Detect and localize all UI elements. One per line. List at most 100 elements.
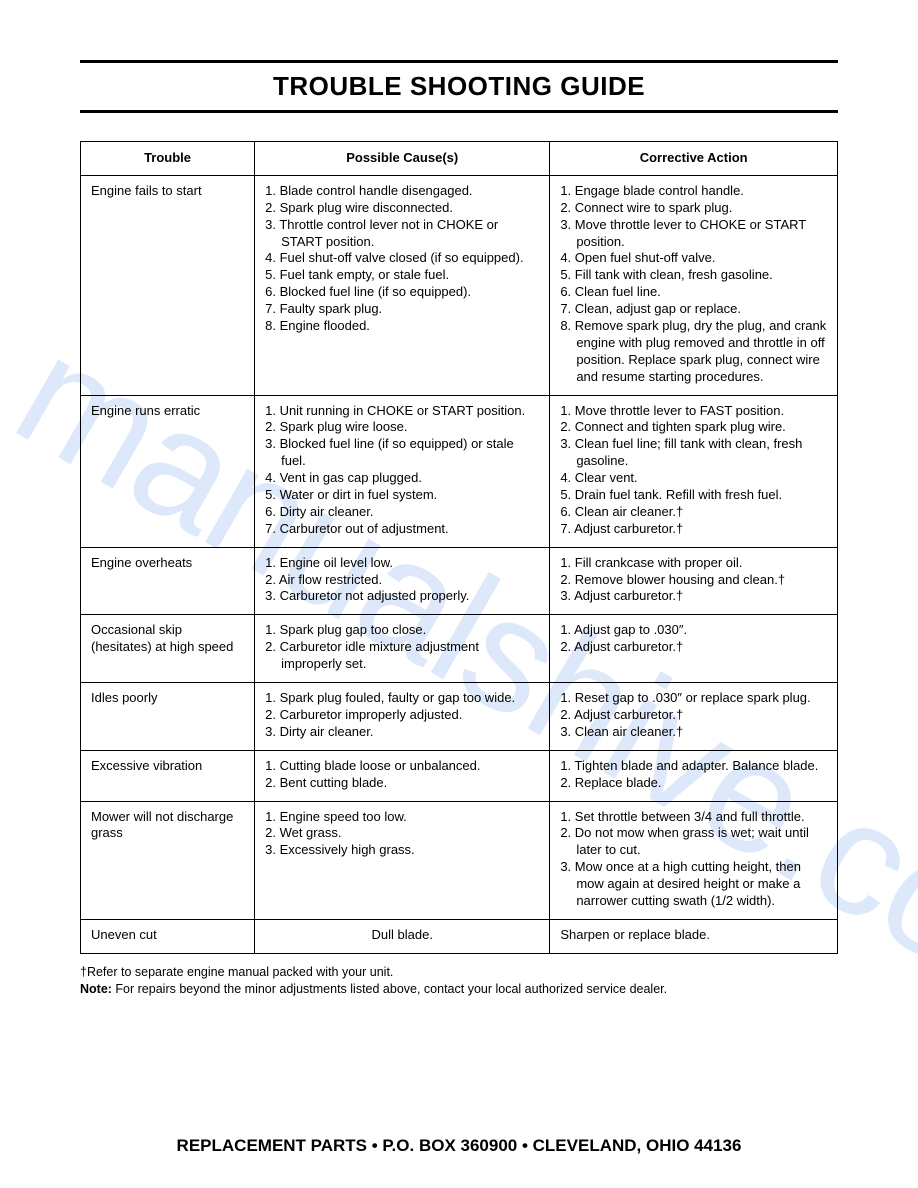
- action-item: 1. Engage blade control handle.: [560, 183, 827, 200]
- action-item: 2. Remove blower housing and clean.†: [560, 572, 827, 589]
- action-item: 7. Adjust carburetor.†: [560, 521, 827, 538]
- page-title: TROUBLE SHOOTING GUIDE: [80, 71, 838, 102]
- trouble-cell: Mower will not discharge grass: [81, 801, 255, 919]
- page-footer: REPLACEMENT PARTS • P.O. BOX 360900 • CL…: [0, 1136, 918, 1156]
- cause-item: 7. Carburetor out of adjustment.: [265, 521, 539, 538]
- action-item: 1. Adjust gap to .030″.: [560, 622, 827, 639]
- cause-item: 3. Throttle control lever not in CHOKE o…: [265, 217, 539, 251]
- footnotes: †Refer to separate engine manual packed …: [80, 964, 838, 998]
- cause-item: 4. Vent in gas cap plugged.: [265, 470, 539, 487]
- action-item: 5. Drain fuel tank. Refill with fresh fu…: [560, 487, 827, 504]
- cause-item: 3. Blocked fuel line (if so equipped) or…: [265, 436, 539, 470]
- cause-item: 1. Cutting blade loose or unbalanced.: [265, 758, 539, 775]
- table-row: Idles poorly 1. Spark plug fouled, fault…: [81, 683, 838, 751]
- cause-item: 6. Dirty air cleaner.: [265, 504, 539, 521]
- cause-item: 3. Dirty air cleaner.: [265, 724, 539, 741]
- action-item: 4. Open fuel shut-off valve.: [560, 250, 827, 267]
- table-row: Engine fails to start 1. Blade control h…: [81, 175, 838, 395]
- action-item: 1. Tighten blade and adapter. Balance bl…: [560, 758, 827, 775]
- cause-item: 2. Wet grass.: [265, 825, 539, 842]
- table-row: Uneven cut Dull blade. Sharpen or replac…: [81, 919, 838, 953]
- causes-cell: 1. Engine speed too low. 2. Wet grass. 3…: [255, 801, 550, 919]
- actions-cell: 1. Move throttle lever to FAST position.…: [550, 395, 838, 547]
- cause-item: 6. Blocked fuel line (if so equipped).: [265, 284, 539, 301]
- table-header-row: Trouble Possible Cause(s) Corrective Act…: [81, 142, 838, 176]
- cause-item: 5. Fuel tank empty, or stale fuel.: [265, 267, 539, 284]
- trouble-cell: Occasional skip (hesitates) at high spee…: [81, 615, 255, 683]
- footnote-dagger: †Refer to separate engine manual packed …: [80, 964, 838, 981]
- trouble-cell: Excessive vibration: [81, 750, 255, 801]
- causes-cell: 1. Cutting blade loose or unbalanced. 2.…: [255, 750, 550, 801]
- cause-item: 2. Air flow restricted.: [265, 572, 539, 589]
- trouble-cell: Engine runs erratic: [81, 395, 255, 547]
- note-text: For repairs beyond the minor adjustments…: [112, 982, 667, 996]
- cause-item: 5. Water or dirt in fuel system.: [265, 487, 539, 504]
- footnote-note: Note: For repairs beyond the minor adjus…: [80, 981, 838, 998]
- action-item: 3. Clean air cleaner.†: [560, 724, 827, 741]
- cause-item: 4. Fuel shut-off valve closed (if so equ…: [265, 250, 539, 267]
- cause-item: 2. Carburetor improperly adjusted.: [265, 707, 539, 724]
- cause-item: 2. Spark plug wire loose.: [265, 419, 539, 436]
- action-item: 8. Remove spark plug, dry the plug, and …: [560, 318, 827, 386]
- causes-cell: Dull blade.: [255, 919, 550, 953]
- action-item: 1. Set throttle between 3/4 and full thr…: [560, 809, 827, 826]
- cause-item: 1. Spark plug gap too close.: [265, 622, 539, 639]
- troubleshooting-table: Trouble Possible Cause(s) Corrective Act…: [80, 141, 838, 954]
- actions-cell: 1. Engage blade control handle. 2. Conne…: [550, 175, 838, 395]
- cause-item: 1. Engine oil level low.: [265, 555, 539, 572]
- col-header-causes: Possible Cause(s): [255, 142, 550, 176]
- cause-item: Dull blade.: [372, 927, 433, 942]
- action-item: Sharpen or replace blade.: [560, 927, 710, 942]
- causes-cell: 1. Engine oil level low. 2. Air flow res…: [255, 547, 550, 615]
- action-item: 3. Adjust carburetor.†: [560, 588, 827, 605]
- cause-item: 3. Excessively high grass.: [265, 842, 539, 859]
- cause-item: 8. Engine flooded.: [265, 318, 539, 335]
- trouble-cell: Idles poorly: [81, 683, 255, 751]
- actions-cell: 1. Set throttle between 3/4 and full thr…: [550, 801, 838, 919]
- title-block: TROUBLE SHOOTING GUIDE: [80, 60, 838, 113]
- trouble-cell: Uneven cut: [81, 919, 255, 953]
- actions-cell: Sharpen or replace blade.: [550, 919, 838, 953]
- table-row: Engine overheats 1. Engine oil level low…: [81, 547, 838, 615]
- action-item: 3. Clean fuel line; fill tank with clean…: [560, 436, 827, 470]
- action-item: 2. Adjust carburetor.†: [560, 707, 827, 724]
- actions-cell: 1. Reset gap to .030″ or replace spark p…: [550, 683, 838, 751]
- actions-cell: 1. Adjust gap to .030″. 2. Adjust carbur…: [550, 615, 838, 683]
- actions-cell: 1. Tighten blade and adapter. Balance bl…: [550, 750, 838, 801]
- action-item: 2. Connect and tighten spark plug wire.: [560, 419, 827, 436]
- trouble-cell: Engine fails to start: [81, 175, 255, 395]
- action-item: 6. Clean air cleaner.†: [560, 504, 827, 521]
- action-item: 2. Replace blade.: [560, 775, 827, 792]
- table-row: Occasional skip (hesitates) at high spee…: [81, 615, 838, 683]
- cause-item: 1. Blade control handle disengaged.: [265, 183, 539, 200]
- causes-cell: 1. Blade control handle disengaged. 2. S…: [255, 175, 550, 395]
- col-header-actions: Corrective Action: [550, 142, 838, 176]
- table-row: Mower will not discharge grass 1. Engine…: [81, 801, 838, 919]
- causes-cell: 1. Unit running in CHOKE or START positi…: [255, 395, 550, 547]
- cause-item: 1. Engine speed too low.: [265, 809, 539, 826]
- action-item: 6. Clean fuel line.: [560, 284, 827, 301]
- action-item: 1. Reset gap to .030″ or replace spark p…: [560, 690, 827, 707]
- cause-item: 2. Carburetor idle mixture adjustment im…: [265, 639, 539, 673]
- note-label: Note:: [80, 982, 112, 996]
- cause-item: 1. Spark plug fouled, faulty or gap too …: [265, 690, 539, 707]
- action-item: 3. Move throttle lever to CHOKE or START…: [560, 217, 827, 251]
- action-item: 1. Move throttle lever to FAST position.: [560, 403, 827, 420]
- action-item: 5. Fill tank with clean, fresh gasoline.: [560, 267, 827, 284]
- table-row: Excessive vibration 1. Cutting blade loo…: [81, 750, 838, 801]
- action-item: 4. Clear vent.: [560, 470, 827, 487]
- col-header-trouble: Trouble: [81, 142, 255, 176]
- cause-item: 3. Carburetor not adjusted properly.: [265, 588, 539, 605]
- action-item: 2. Connect wire to spark plug.: [560, 200, 827, 217]
- action-item: 7. Clean, adjust gap or replace.: [560, 301, 827, 318]
- cause-item: 7. Faulty spark plug.: [265, 301, 539, 318]
- cause-item: 2. Bent cutting blade.: [265, 775, 539, 792]
- cause-item: 1. Unit running in CHOKE or START positi…: [265, 403, 539, 420]
- actions-cell: 1. Fill crankcase with proper oil. 2. Re…: [550, 547, 838, 615]
- causes-cell: 1. Spark plug gap too close. 2. Carburet…: [255, 615, 550, 683]
- table-row: Engine runs erratic 1. Unit running in C…: [81, 395, 838, 547]
- action-item: 2. Adjust carburetor.†: [560, 639, 827, 656]
- action-item: 2. Do not mow when grass is wet; wait un…: [560, 825, 827, 859]
- causes-cell: 1. Spark plug fouled, faulty or gap too …: [255, 683, 550, 751]
- trouble-cell: Engine overheats: [81, 547, 255, 615]
